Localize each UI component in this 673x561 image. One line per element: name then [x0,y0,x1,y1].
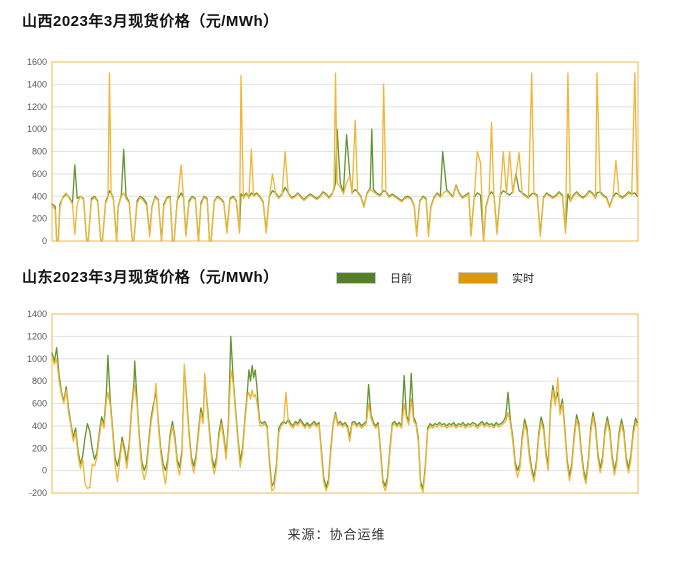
shandong-price-line-chart: -200 0 200 400 600 800 1000 1200 1400 [27,309,639,498]
day-ahead-label: 日前 [390,273,412,285]
svg-text:1000: 1000 [27,354,47,364]
shanxi-price-line-chart: 0 200 400 600 800 1000 1200 1400 1600 [27,57,639,246]
svg-text:400: 400 [32,191,47,201]
svg-text:1600: 1600 [27,57,47,67]
svg-text:1000: 1000 [27,124,47,134]
svg-text:800: 800 [32,147,47,157]
source-caption: 来源：协合运维 [287,527,386,542]
day-ahead-swatch-icon [336,272,376,284]
svg-text:-200: -200 [29,488,47,498]
chart-legend: 日前 实时 [336,270,534,286]
realtime-label: 实时 [512,273,534,285]
shanxi-chart-title: 山西2023年3月现货价格（元/MWh） [22,13,279,30]
svg-text:0: 0 [42,466,47,476]
svg-text:600: 600 [32,169,47,179]
svg-text:800: 800 [32,376,47,386]
realtime-swatch-icon [458,272,498,284]
svg-text:1400: 1400 [27,79,47,89]
legend-item-day-ahead: 日前 [336,270,412,286]
legend-item-realtime: 实时 [458,270,534,286]
svg-text:200: 200 [32,443,47,453]
svg-text:200: 200 [32,214,47,224]
svg-text:1200: 1200 [27,102,47,112]
svg-text:400: 400 [32,421,47,431]
svg-text:0: 0 [42,236,47,246]
svg-text:600: 600 [32,399,47,409]
svg-text:1200: 1200 [27,331,47,341]
shandong-chart-title: 山东2023年3月现货价格（元/MWh） [22,269,279,286]
svg-text:1400: 1400 [27,309,47,319]
